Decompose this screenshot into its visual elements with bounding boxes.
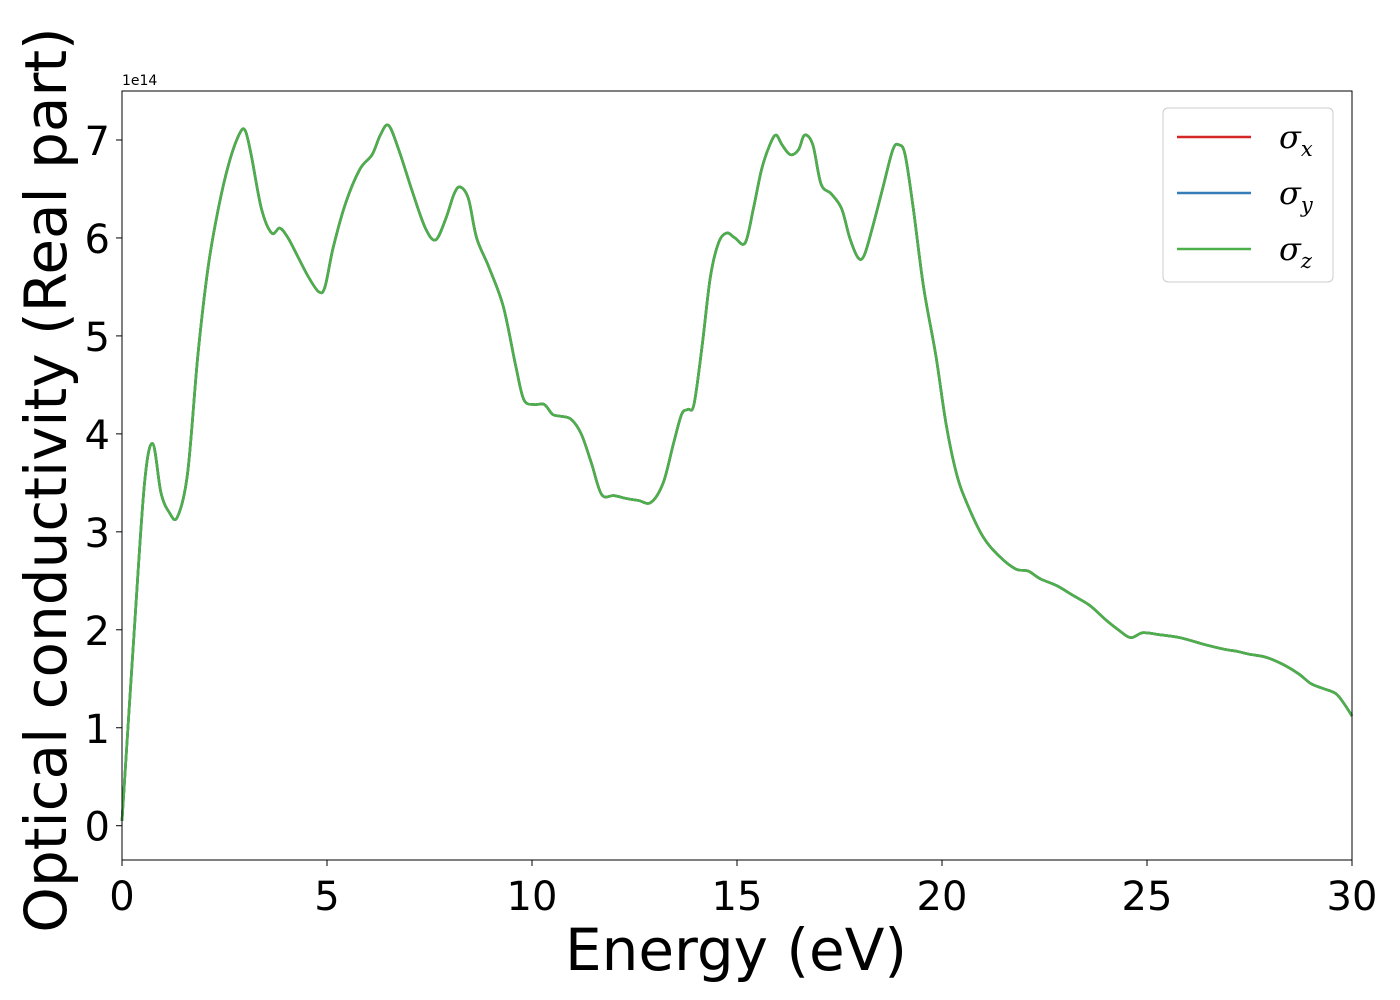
axes-layer: 0 5 10 15 20 25 30 0 1 2 3 4 5 6 7 — [85, 90, 1378, 920]
x-axis-label: Energy (eV) — [565, 916, 907, 984]
x-tick-label: 20 — [917, 874, 968, 920]
y-tick-label: 4 — [85, 413, 110, 459]
legend: σx σy σz — [1162, 107, 1334, 283]
y-tick-label: 3 — [85, 511, 110, 557]
y-axis-label: Optical conductivity (Real part) — [12, 27, 80, 932]
y-tick-label: 7 — [85, 119, 110, 165]
x-tick-label: 5 — [314, 874, 339, 920]
x-tick-label: 10 — [507, 874, 558, 920]
y-offset-text: 1e14 — [122, 73, 157, 89]
y-tick-label: 5 — [85, 315, 110, 361]
legend-label-x: σx — [1279, 118, 1313, 161]
y-tick-label: 0 — [85, 805, 110, 851]
legend-label-z: σz — [1279, 230, 1313, 273]
x-tick-label: 15 — [712, 874, 763, 920]
series-layer — [120, 123, 1354, 821]
legend-box — [1162, 107, 1334, 283]
x-tick-label: 0 — [109, 874, 134, 920]
legend-label-y: σy — [1279, 174, 1314, 217]
y-tick-label: 6 — [85, 217, 110, 263]
series-line-z — [120, 123, 1354, 821]
y-tick-label: 2 — [85, 609, 110, 655]
x-tick-label: 25 — [1122, 874, 1173, 920]
y-tick-label: 1 — [85, 707, 110, 753]
x-tick-label: 30 — [1327, 874, 1378, 920]
